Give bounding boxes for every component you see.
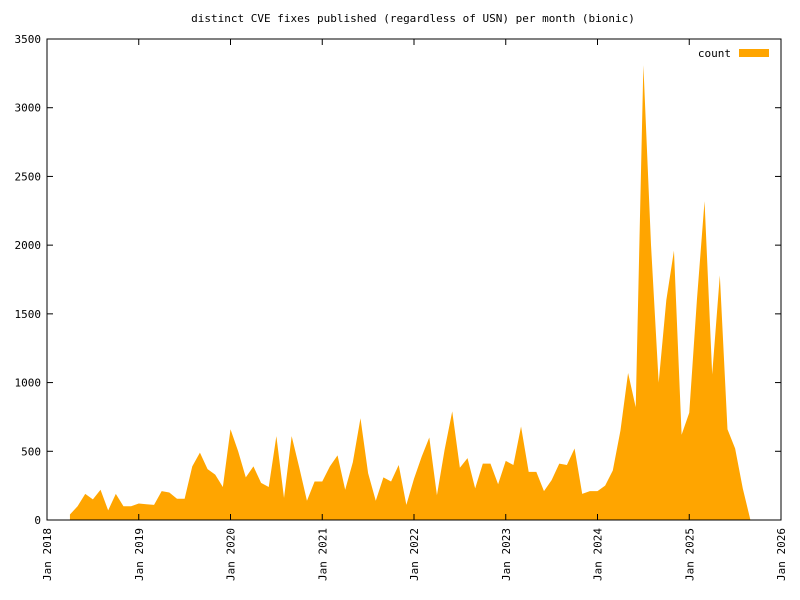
y-tick-label: 2500 bbox=[15, 170, 42, 183]
y-tick-label: 500 bbox=[21, 445, 41, 458]
y-tick-label: 0 bbox=[34, 514, 41, 527]
x-tick-label: Jan 2024 bbox=[592, 528, 605, 581]
legend-swatch bbox=[739, 49, 769, 57]
x-tick-label: Jan 2023 bbox=[500, 528, 513, 581]
y-tick-label: 1000 bbox=[15, 377, 42, 390]
area bbox=[69, 65, 751, 521]
x-tick-label: Jan 2026 bbox=[775, 528, 788, 581]
x-tick-label: Jan 2018 bbox=[41, 528, 54, 581]
y-tick-label: 1500 bbox=[15, 308, 42, 321]
y-tick-label: 2000 bbox=[15, 239, 42, 252]
x-tick-label: Jan 2020 bbox=[225, 528, 238, 581]
y-tick-label: 3500 bbox=[15, 33, 42, 46]
legend-label: count bbox=[698, 47, 731, 60]
x-tick-label: Jan 2021 bbox=[316, 528, 329, 581]
x-tick-label: Jan 2022 bbox=[408, 528, 421, 581]
chart-title: distinct CVE fixes published (regardless… bbox=[191, 12, 635, 25]
x-tick-label: Jan 2019 bbox=[133, 528, 146, 581]
x-tick-label: Jan 2025 bbox=[683, 528, 696, 581]
y-tick-label: 3000 bbox=[15, 102, 42, 115]
